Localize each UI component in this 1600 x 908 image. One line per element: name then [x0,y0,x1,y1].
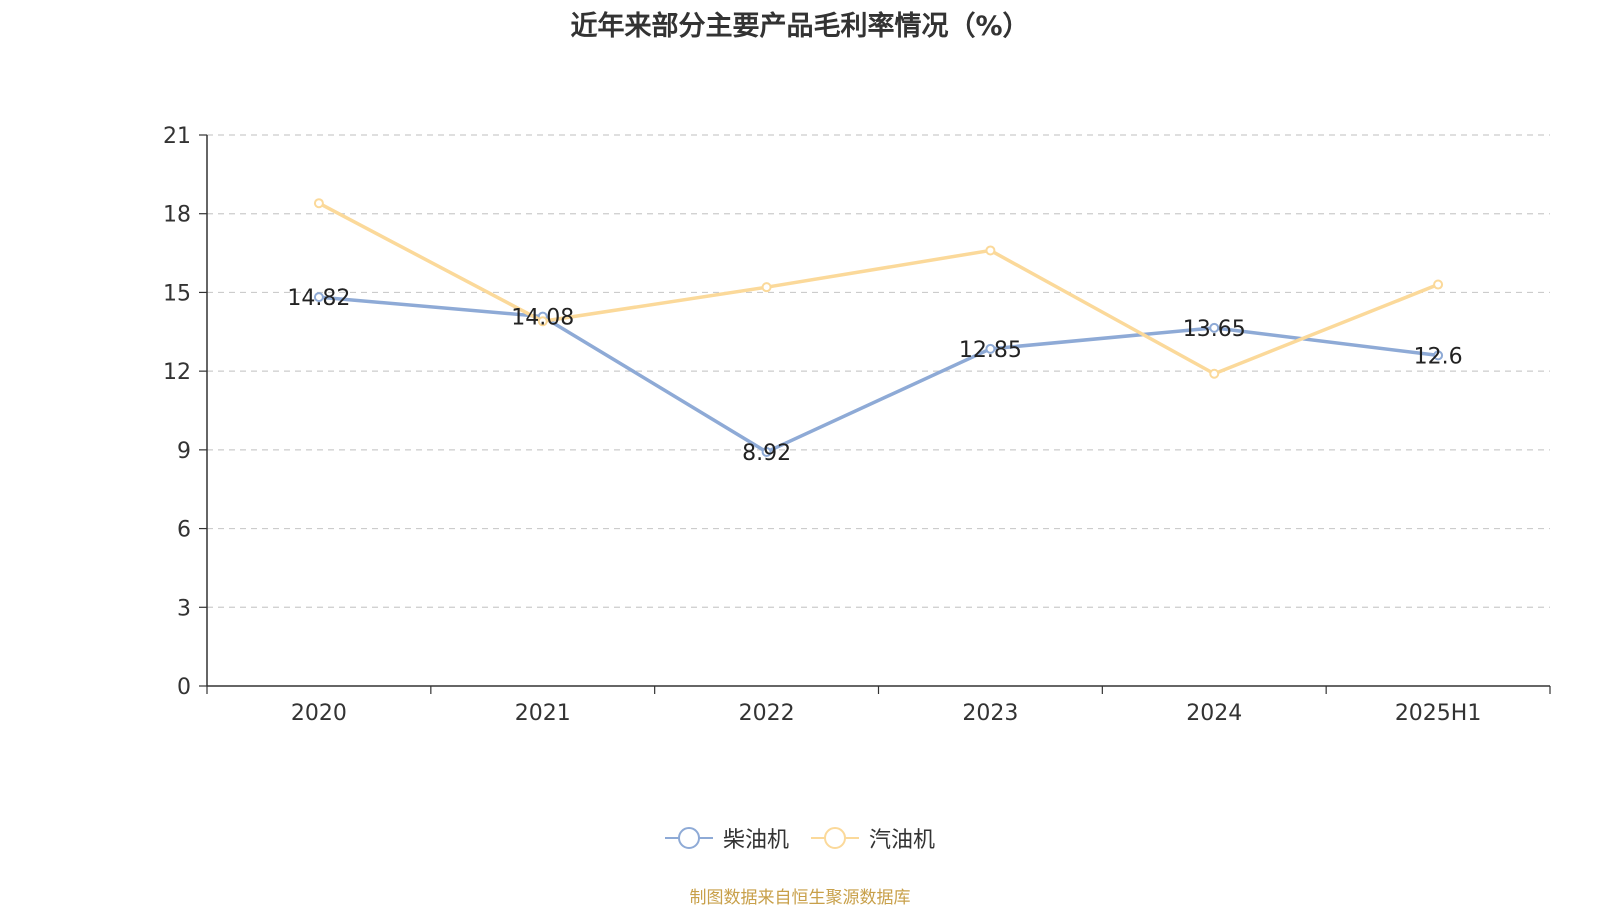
grid-lines [207,134,1550,608]
x-tick-label: 2025H1 [1395,701,1482,726]
data-point [761,282,772,293]
x-tick-label: 2024 [1186,701,1242,726]
data-point [761,446,772,457]
data-point [1209,322,1220,333]
data-point [313,198,324,209]
x-tick-label: 2021 [515,701,571,726]
data-labels: 14.82 14.08 8.92 12.85 13.65 12.6 [287,286,1462,466]
data-point [985,245,996,256]
data-point [1433,350,1444,361]
y-tick-label: 12 [163,360,191,385]
chart-title: 近年来部分主要产品毛利率情况（%） [570,11,1030,42]
series-line [318,295,1439,454]
data-label: 12.6 [1414,344,1463,369]
y-tick-label: 9 [177,439,191,464]
y-tick-label: 21 [163,124,191,149]
y-tick-label: 6 [177,518,191,543]
data-label: 12.85 [959,338,1022,363]
legend-marker-gasoline-icon [811,827,859,849]
data-point [1209,368,1220,379]
series-line [318,201,1439,376]
x-tick-label: 2022 [739,701,795,726]
legend-item-diesel[interactable]: 柴油机 [664,822,789,854]
axes: 0 3 6 9 12 15 18 21 2020 2021 2022 2023 2024 2025H1 [163,124,1551,726]
legend-label-gasoline: 汽油机 [869,828,936,853]
series-group [313,198,1444,457]
y-tick-label: 0 [177,675,191,700]
data-label: 14.08 [511,306,574,331]
data-point [1433,279,1444,290]
legend-marker-diesel-icon [664,827,713,849]
data-label: 13.65 [1183,317,1246,342]
legend-item-gasoline[interactable]: 汽油机 [811,822,935,854]
legend-label-diesel: 柴油机 [722,828,789,853]
data-point [313,292,324,303]
y-tick-label: 3 [177,596,191,621]
source-note: 制图数据来自恒生聚源数据库 [689,888,911,908]
data-point [985,343,996,354]
data-point [537,316,548,327]
x-tick-label: 2023 [962,701,1018,726]
legend[interactable]: 柴油机 汽油机 [0,822,1600,854]
x-tick-label: 2020 [291,701,347,726]
data-label: 14.82 [287,286,350,311]
y-tick-label: 15 [163,281,191,306]
data-label: 8.92 [742,441,791,466]
y-tick-label: 18 [163,203,191,228]
